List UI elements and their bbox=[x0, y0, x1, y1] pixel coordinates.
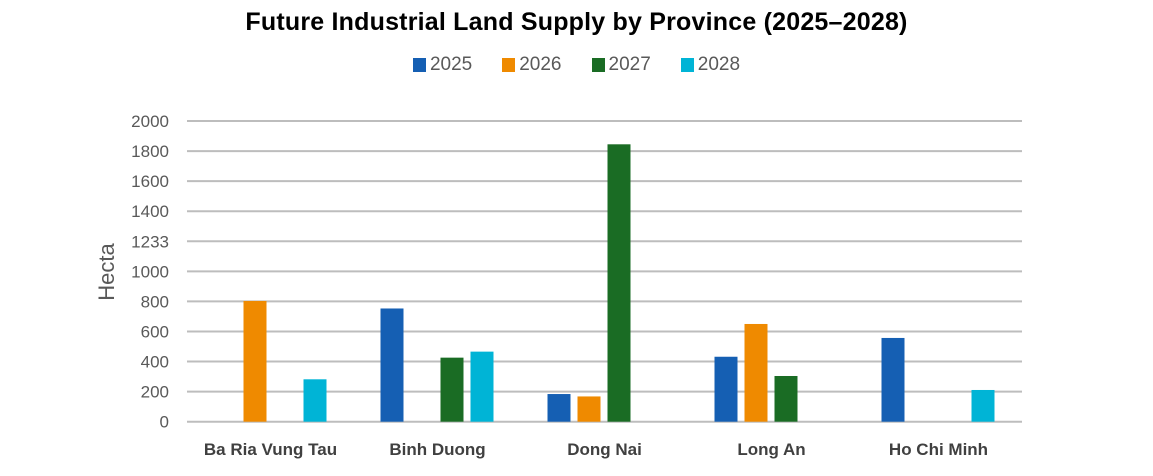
legend-label: 2025 bbox=[429, 54, 473, 75]
legend-label: 2027 bbox=[608, 54, 651, 75]
y-axis-label: Hecta bbox=[94, 243, 119, 301]
y-tick-label: 1600 bbox=[131, 172, 169, 191]
y-tick-label: 600 bbox=[141, 322, 169, 341]
bar-2028 bbox=[303, 379, 327, 422]
legend-swatch bbox=[591, 58, 605, 72]
chart-title: Future Industrial Land Supply by Provinc… bbox=[245, 8, 908, 36]
legend-item-2025: 2025 bbox=[412, 54, 473, 76]
legend-label: 2028 bbox=[697, 54, 741, 75]
legend-item-2026: 2026 bbox=[502, 54, 562, 76]
x-tick-label: Ba Ria Vung Tau bbox=[204, 440, 337, 459]
y-tick-label: 400 bbox=[141, 353, 169, 372]
legend: 2025 2026 2027 2028 bbox=[0, 54, 1153, 76]
legend-swatch bbox=[412, 58, 426, 72]
bar-2026 bbox=[744, 323, 768, 422]
bar-2028 bbox=[470, 351, 494, 422]
y-tick-label: 800 bbox=[141, 292, 169, 311]
bar-2025 bbox=[547, 394, 571, 422]
y-tick-label: 0 bbox=[160, 413, 169, 432]
x-tick-label: Binh Duong bbox=[389, 440, 485, 459]
bar-2028 bbox=[971, 389, 995, 422]
x-tick-label: Long An bbox=[737, 440, 805, 459]
bar-2025 bbox=[881, 337, 905, 422]
legend-swatch bbox=[502, 58, 516, 72]
legend-label: 2026 bbox=[519, 54, 562, 75]
bar-2027 bbox=[440, 357, 464, 422]
y-tick-label: 2000 bbox=[131, 112, 169, 131]
x-tick-label: Ho Chi Minh bbox=[889, 440, 988, 459]
legend-item-2027: 2027 bbox=[591, 54, 651, 76]
bar-2026 bbox=[577, 396, 601, 422]
bar-2025 bbox=[380, 308, 404, 422]
y-tick-label: 1400 bbox=[131, 202, 169, 221]
y-tick-label: 200 bbox=[141, 383, 169, 402]
legend-swatch bbox=[680, 58, 694, 72]
y-tick-label: 1800 bbox=[131, 142, 169, 161]
legend-item-2028: 2028 bbox=[680, 54, 741, 76]
bar-2025 bbox=[714, 356, 738, 422]
y-tick-label: 1000 bbox=[131, 262, 169, 281]
bar-2027 bbox=[774, 375, 798, 422]
bar-2027 bbox=[607, 144, 631, 422]
bar-2026 bbox=[243, 300, 267, 422]
x-tick-label: Dong Nai bbox=[567, 440, 642, 459]
y-tick-label: 1233 bbox=[131, 232, 169, 251]
